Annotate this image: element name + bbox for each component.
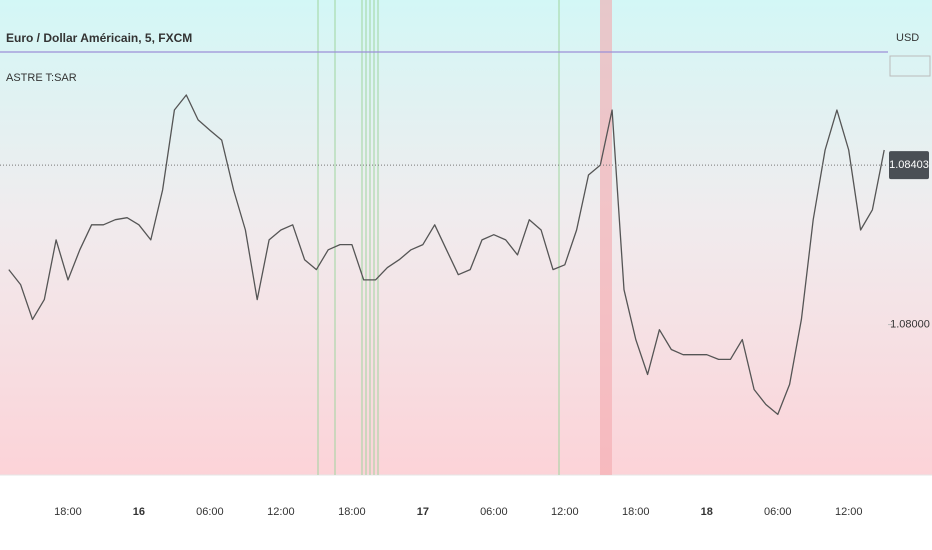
x-tick-label: 12:00 <box>835 506 863 518</box>
x-tick-label: 12:00 <box>267 506 295 518</box>
x-axis-area <box>0 475 932 550</box>
currency-label: USD <box>896 32 919 44</box>
last-price-box <box>889 151 929 180</box>
x-tick-label: 16 <box>133 506 145 518</box>
x-tick-label: 18:00 <box>622 506 650 518</box>
signal-band <box>600 0 612 475</box>
x-tick-label: 12:00 <box>551 506 579 518</box>
currency-box <box>889 55 931 77</box>
y-tick-label: 1.08000 <box>890 318 930 330</box>
chart-title: Euro / Dollar Américain, 5, FXCM <box>6 31 192 45</box>
x-tick-label: 06:00 <box>480 506 508 518</box>
plot-background <box>0 0 932 475</box>
x-tick-label: 06:00 <box>764 506 792 518</box>
last-price-label: 1.08403 <box>889 159 929 171</box>
x-tick-label: 18:00 <box>338 506 366 518</box>
indicator-name: ASTRE T:SAR <box>6 72 77 84</box>
x-tick-label: 17 <box>417 506 429 518</box>
x-tick-label: 18:00 <box>54 506 82 518</box>
signal-lines <box>317 0 560 475</box>
price-line <box>8 94 885 416</box>
x-tick-label: 18 <box>701 506 713 518</box>
x-tick-label: 06:00 <box>196 506 224 518</box>
